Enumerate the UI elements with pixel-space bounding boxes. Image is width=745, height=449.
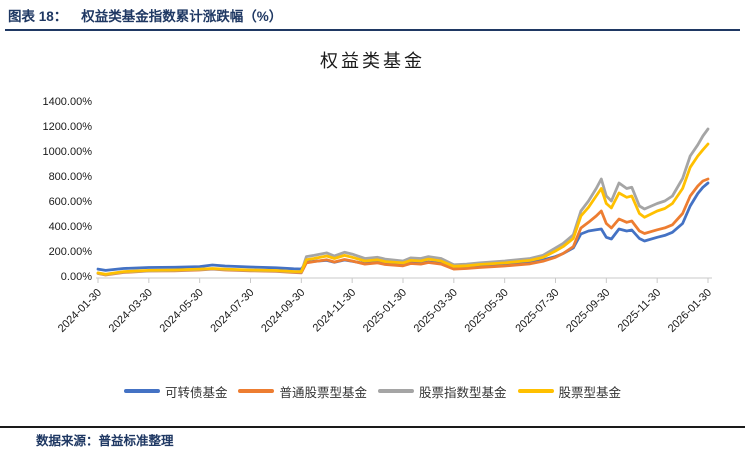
- legend-swatch-icon: [238, 389, 275, 393]
- y-axis-tick-label: 0.00%: [61, 271, 92, 283]
- x-axis-tick-label: 2025-07-30: [513, 287, 561, 335]
- series-line-股票型基金: [96, 142, 710, 276]
- legend-swatch-icon: [123, 389, 160, 393]
- y-axis-tick-label: 800.00%: [49, 171, 93, 183]
- legend-swatch-icon: [517, 389, 554, 393]
- chart-title: 权益类基金: [320, 51, 425, 71]
- y-axis-tick-label: 1400.00%: [42, 96, 92, 108]
- legend-item-普通股票型基金: 普通股票型基金: [238, 382, 367, 401]
- figure-title: 权益类基金指数累计涨跌幅（%）: [81, 9, 283, 24]
- x-axis-tick-label: 2025-11-30: [616, 287, 664, 335]
- x-axis-tick-label: 2024-01-30: [56, 287, 104, 335]
- figure-header: 图表 18： 权益类基金指数累计涨跌幅（%）: [8, 5, 737, 25]
- header-divider: [5, 29, 740, 31]
- x-axis-tick-label: 2025-09-30: [564, 287, 612, 335]
- legend-item-股票型基金: 股票型基金: [517, 382, 622, 401]
- chart-legend: 可转债基金 普通股票型基金 股票指数型基金 股票型基金: [0, 381, 745, 401]
- legend-label: 普通股票型基金: [279, 385, 367, 400]
- x-axis-tick-label: 2024-05-30: [158, 287, 206, 335]
- data-source-label: 数据来源：: [36, 434, 99, 448]
- legend-label: 股票型基金: [558, 385, 622, 400]
- x-axis-tick-label: 2025-01-30: [361, 287, 409, 335]
- legend-swatch-icon: [378, 389, 414, 393]
- x-axis-tick-label: 2025-05-30: [463, 287, 511, 335]
- x-axis-tick-label: 2024-03-30: [107, 287, 155, 335]
- data-source-text: 普益标准整理: [98, 434, 174, 448]
- figure-number-label: 图表 18：: [8, 9, 68, 24]
- y-axis-tick-label: 1200.00%: [42, 121, 92, 133]
- legend-label: 可转债基金: [164, 385, 228, 400]
- y-axis-tick-label: 600.00%: [49, 196, 93, 208]
- legend-item-股票指数型基金: 股票指数型基金: [378, 382, 507, 401]
- legend-item-可转债基金: 可转债基金: [123, 382, 228, 401]
- legend-label: 股票指数型基金: [419, 385, 507, 400]
- y-axis-tick-label: 400.00%: [49, 221, 93, 233]
- footer-divider: [0, 426, 745, 428]
- x-axis-tick-label: 2025-03-30: [412, 287, 460, 335]
- x-axis-tick-label: 2024-09-30: [259, 287, 307, 335]
- data-source: 数据来源：普益标准整理: [36, 430, 174, 449]
- y-axis-tick-label: 200.00%: [49, 246, 93, 258]
- series-line-股票指数型基金: [96, 127, 710, 277]
- y-axis-tick-label: 1000.00%: [42, 146, 92, 158]
- x-axis-tick-label: 2024-07-30: [208, 287, 256, 335]
- x-axis-tick-label: 2026-01-30: [666, 287, 714, 335]
- x-axis-tick-label: 2024-11-30: [311, 287, 359, 335]
